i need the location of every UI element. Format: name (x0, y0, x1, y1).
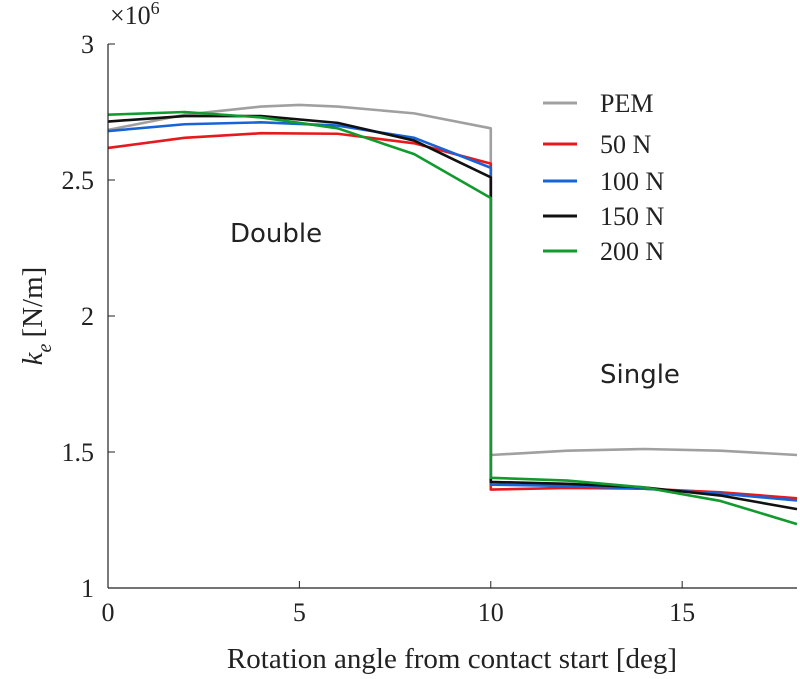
x-axis-label: Rotation angle from contact start [deg] (227, 643, 677, 675)
y-tick-label: 1.5 (62, 438, 95, 467)
legend-label: PEM (600, 89, 653, 118)
series-layer (107, 103, 798, 526)
series-line-50n (107, 131, 798, 500)
annotation-single: Single (600, 360, 680, 390)
svg-text:ke[N/m]: ke[N/m] (17, 267, 56, 366)
y-tick-label: 3 (81, 30, 94, 59)
series-line-200n (107, 110, 798, 526)
ticks: 0 5 10 15 1 1.5 2 2.5 3 (62, 30, 696, 627)
x-tick-label: 15 (669, 598, 695, 627)
legend-label: 150 N (600, 202, 665, 231)
series-line-pem (107, 103, 798, 457)
legend: PEM 50 N 100 N 150 N 200 N (543, 89, 665, 266)
legend-label: 50 N (600, 130, 652, 159)
legend-label: 100 N (600, 167, 665, 196)
y-tick-label: 2 (81, 302, 94, 331)
x-tick-label: 10 (478, 598, 504, 627)
y-tick-label: 2.5 (62, 166, 95, 195)
y-tick-label: 1 (81, 574, 94, 603)
x-tick-label: 5 (293, 598, 306, 627)
series-line-100n (107, 121, 798, 502)
y-axis-label: ke[N/m] (17, 267, 56, 366)
y-multiplier: ×106 (110, 0, 160, 30)
x-tick-label: 0 (102, 598, 115, 627)
legend-label: 200 N (600, 237, 665, 266)
annotation-double: Double (230, 219, 322, 249)
